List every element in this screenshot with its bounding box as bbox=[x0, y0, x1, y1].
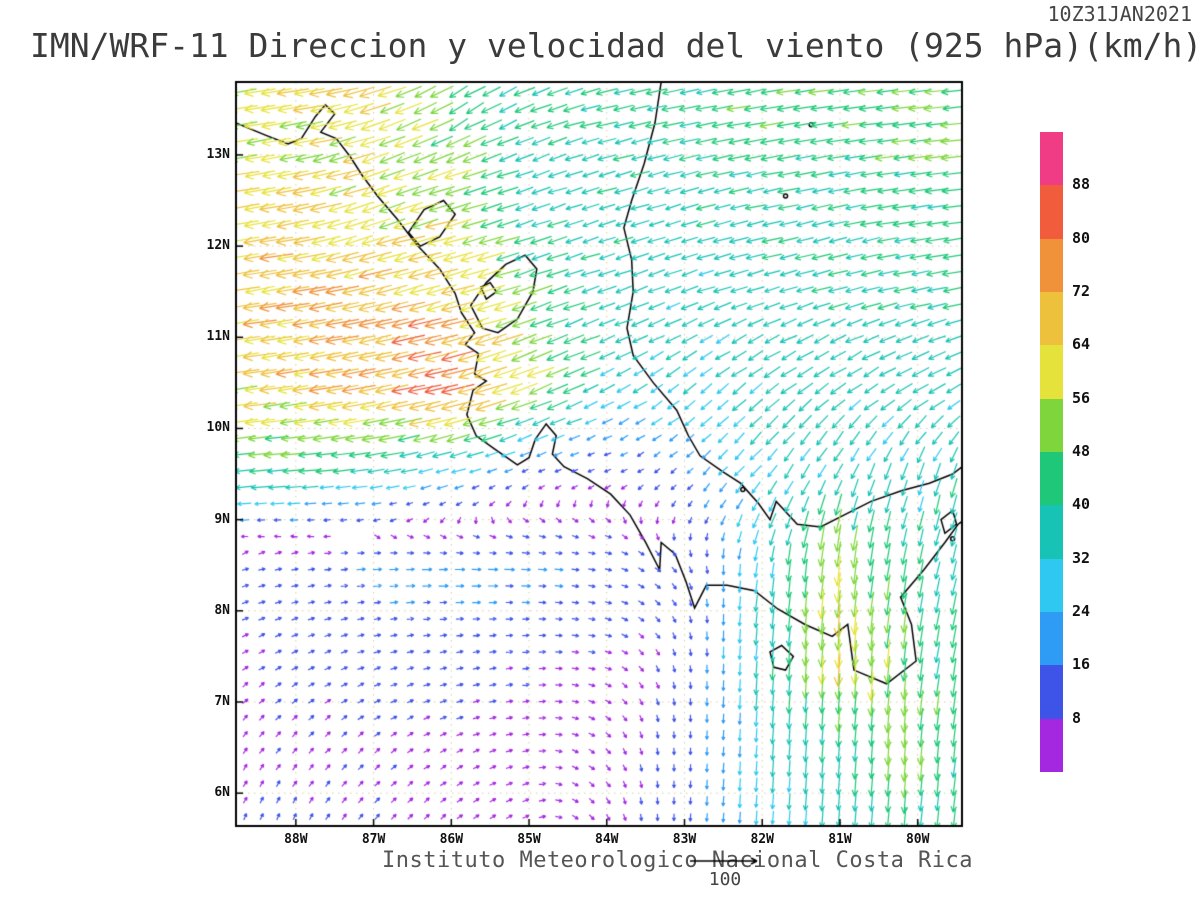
colorbar-segment bbox=[1040, 185, 1063, 239]
reference-vector-label: 100 bbox=[708, 869, 742, 890]
y-axis-tick-label: 10N bbox=[206, 420, 230, 436]
colorbar-tick-label: 8 bbox=[1072, 708, 1082, 727]
y-axis-tick-label: 8N bbox=[214, 602, 230, 618]
colorbar-tick-label: 40 bbox=[1072, 495, 1091, 514]
x-axis-tick-label: 88W bbox=[284, 832, 308, 847]
colorbar-tick-label: 64 bbox=[1072, 335, 1091, 354]
colorbar-segment bbox=[1040, 132, 1063, 186]
colorbar-tick-label: 32 bbox=[1072, 548, 1091, 567]
colorbar-tick-label: 16 bbox=[1072, 655, 1091, 674]
x-axis-tick-label: 87W bbox=[361, 832, 386, 847]
y-axis-tick-label: 11N bbox=[206, 329, 230, 345]
colorbar-tick-label: 48 bbox=[1072, 442, 1091, 460]
page-title: IMN/WRF-11 Direccion y velocidad del vie… bbox=[30, 26, 1200, 65]
colorbar-segment bbox=[1040, 718, 1063, 772]
y-axis-tick-label: 7N bbox=[214, 694, 230, 709]
colorbar-tick-label: 72 bbox=[1072, 282, 1091, 300]
y-axis-tick-label: 9N bbox=[214, 511, 230, 527]
colorbar-segment bbox=[1040, 505, 1063, 559]
colorbar-segment bbox=[1040, 291, 1063, 346]
y-axis-tick-label: 12N bbox=[206, 238, 230, 254]
colorbar-tick-label: 88 bbox=[1072, 175, 1091, 194]
x-axis-tick-label: 81W bbox=[828, 832, 852, 847]
colorbar-segment bbox=[1040, 451, 1063, 506]
colorbar-tick-label: 80 bbox=[1072, 228, 1091, 247]
colorbar-segment bbox=[1040, 611, 1063, 666]
x-axis-tick-label: 86W bbox=[439, 832, 464, 847]
y-axis-tick-label: 6N bbox=[214, 785, 230, 801]
x-axis-tick-label: 82W bbox=[750, 832, 774, 847]
footer-credit: Instituto Meteorologico Nacional Costa R… bbox=[382, 848, 974, 873]
colorbar-tick-label: 24 bbox=[1072, 602, 1091, 620]
x-axis-tick-label: 80W bbox=[905, 832, 930, 847]
x-axis-tick-label: 83W bbox=[672, 832, 697, 847]
colorbar-segment bbox=[1040, 558, 1063, 612]
colorbar bbox=[1040, 132, 1063, 772]
x-axis-tick-label: 84W bbox=[595, 832, 619, 847]
colorbar-segment bbox=[1040, 398, 1063, 452]
x-axis-tick-label: 85W bbox=[517, 832, 541, 847]
colorbar-segment bbox=[1040, 238, 1063, 292]
timestamp-label: 10Z31JAN2021 bbox=[1047, 2, 1193, 26]
colorbar-tick-label: 56 bbox=[1072, 388, 1091, 407]
colorbar-segment bbox=[1040, 345, 1063, 399]
y-axis-tick-label: 13N bbox=[206, 146, 230, 162]
colorbar-segment bbox=[1040, 665, 1063, 719]
